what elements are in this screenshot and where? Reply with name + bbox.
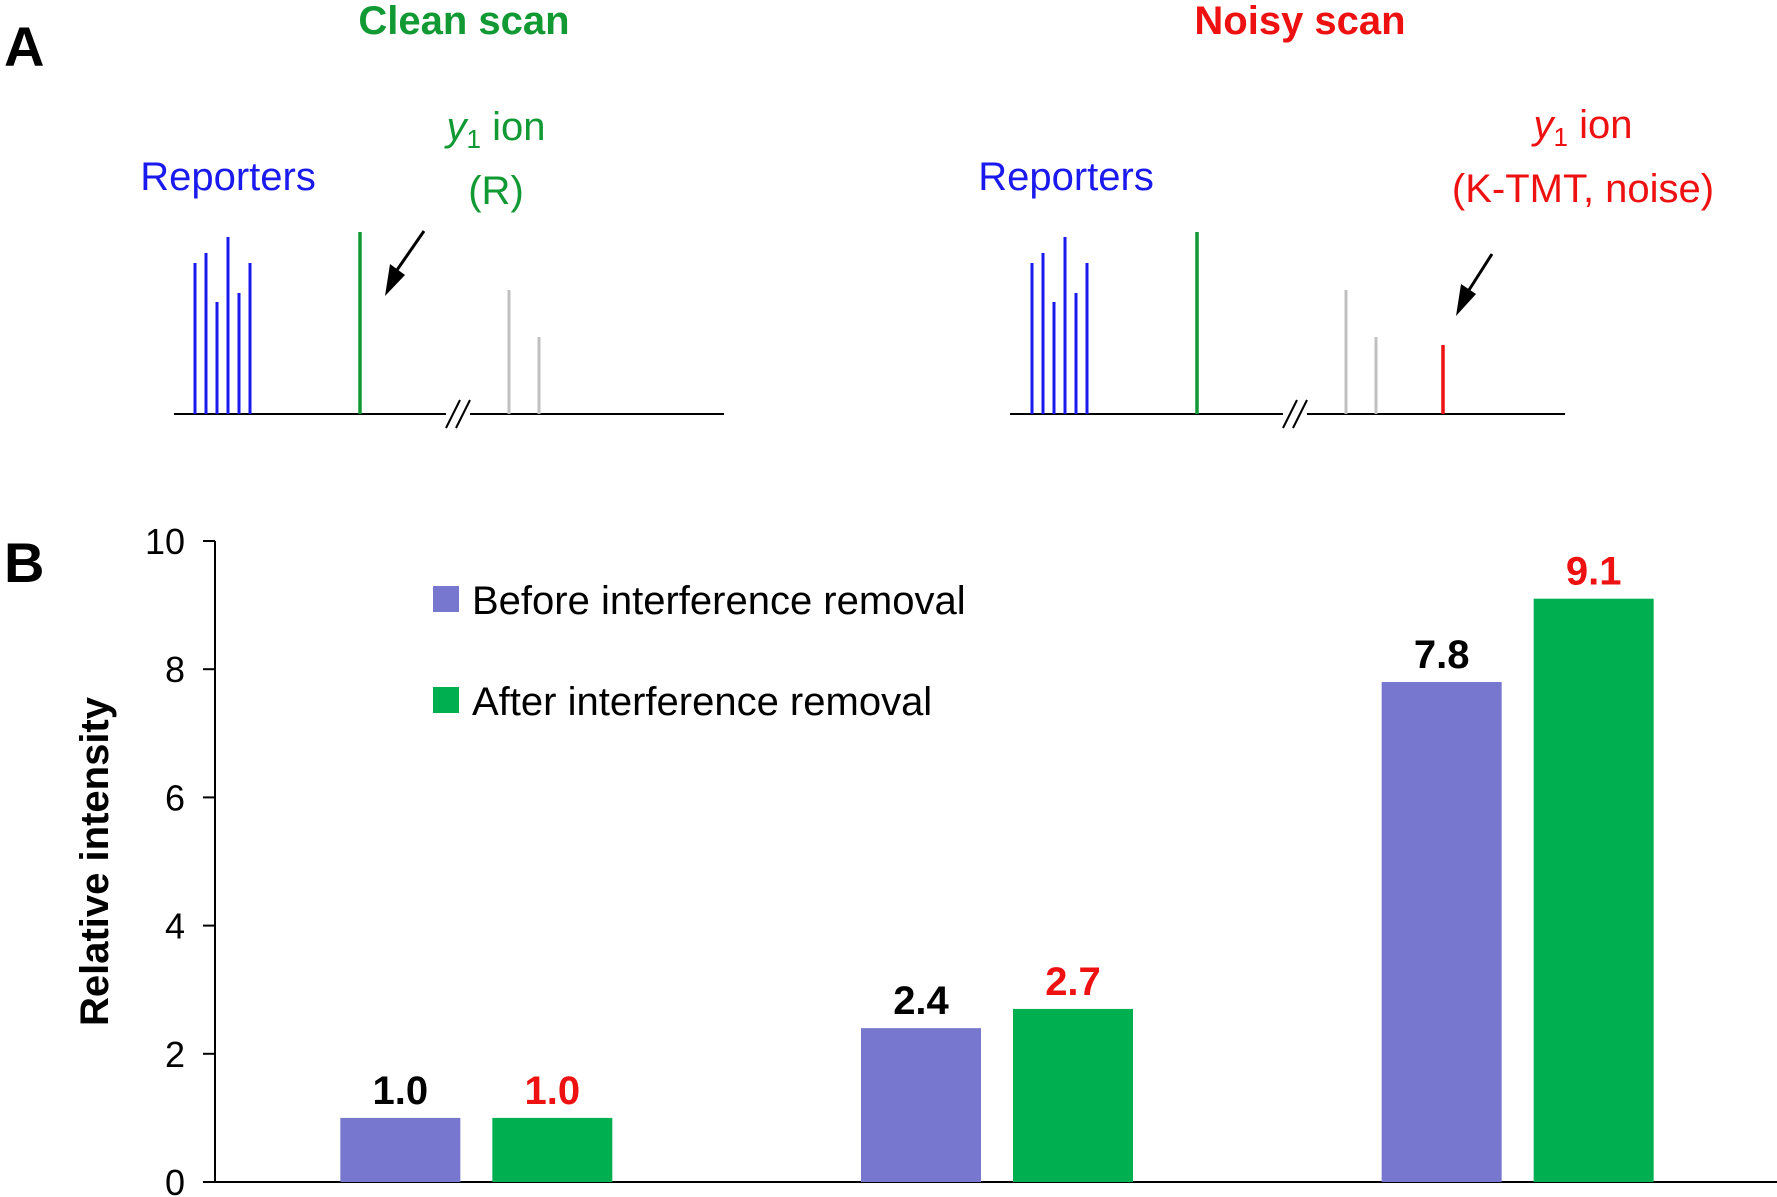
bar-data-label: 1.0 bbox=[525, 1069, 581, 1113]
y-tick-label: 4 bbox=[165, 906, 185, 947]
legend-entry: Before interference removal bbox=[472, 579, 966, 623]
bar-data-label: 2.7 bbox=[1045, 960, 1101, 1004]
noisy-reporters-label: Reporters bbox=[978, 155, 1154, 199]
clean-y1-sub: 1 bbox=[467, 124, 481, 154]
panel-b-letter: B bbox=[4, 531, 44, 594]
chart-axes: 0 2 4 6 8 10 bbox=[145, 521, 1777, 1197]
clean-y1-label: y1 ion bbox=[444, 105, 546, 154]
noisy-axis-break-1 bbox=[1282, 399, 1298, 429]
bar bbox=[1381, 682, 1502, 1182]
bar-data-label: 1.0 bbox=[373, 1069, 429, 1113]
clean-scan-title: Clean scan bbox=[358, 0, 569, 43]
bar bbox=[1013, 1008, 1133, 1182]
bar bbox=[492, 1117, 613, 1182]
noisy-arrow-shaft bbox=[1467, 253, 1494, 291]
y-tick-label: 10 bbox=[145, 521, 185, 562]
bar-data-label: 9.1 bbox=[1566, 550, 1622, 594]
clean-y1-rest: ion bbox=[481, 105, 546, 149]
clean-scan-panel: Clean scan Reporters y1 ion (R) bbox=[140, 0, 724, 429]
clean-axis-break-2 bbox=[455, 399, 471, 429]
noisy-scan-panel: Noisy scan Reporters y1 ion (K-TMT, nois… bbox=[978, 0, 1714, 429]
noisy-y1-note: (K-TMT, noise) bbox=[1452, 167, 1714, 211]
y-tick-label: 8 bbox=[165, 649, 185, 690]
noisy-y1-sub: 1 bbox=[1554, 122, 1568, 152]
noisy-scan-title: Noisy scan bbox=[1194, 0, 1405, 43]
y-axis-label: Relative intensity bbox=[73, 696, 117, 1026]
clean-reporters-label: Reporters bbox=[140, 155, 316, 199]
y-tick-label: 2 bbox=[165, 1034, 185, 1075]
legend-swatch bbox=[433, 687, 459, 713]
y-tick-label: 6 bbox=[165, 777, 185, 818]
legend-entry: After interference removal bbox=[472, 680, 932, 724]
clean-y1-italic: y bbox=[444, 105, 470, 149]
legend-swatch bbox=[433, 586, 459, 612]
bar bbox=[1533, 598, 1654, 1182]
y-tick-label: 0 bbox=[165, 1162, 185, 1197]
noisy-y1-italic: y bbox=[1531, 103, 1557, 147]
clean-axis-break-1 bbox=[445, 399, 461, 429]
chart-bars: 1.0 1.0 2.4 2.7 7.8 9.1 bbox=[340, 550, 1654, 1182]
panel-a-letter: A bbox=[4, 15, 44, 78]
clean-arrow-head bbox=[385, 264, 405, 296]
noisy-arrow-head bbox=[1456, 284, 1476, 316]
bar bbox=[861, 1028, 981, 1182]
chart-legend: Before interference removal After interfe… bbox=[433, 579, 966, 724]
bar-data-label: 7.8 bbox=[1414, 633, 1470, 677]
bar-data-label: 2.4 bbox=[893, 979, 949, 1023]
noisy-y1-label: y1 ion bbox=[1531, 103, 1633, 152]
clean-y1-note: (R) bbox=[468, 169, 524, 213]
clean-arrow-shaft bbox=[395, 230, 426, 271]
noisy-y1-rest: ion bbox=[1568, 103, 1633, 147]
noisy-axis-break-2 bbox=[1292, 399, 1308, 429]
bar bbox=[340, 1117, 461, 1182]
